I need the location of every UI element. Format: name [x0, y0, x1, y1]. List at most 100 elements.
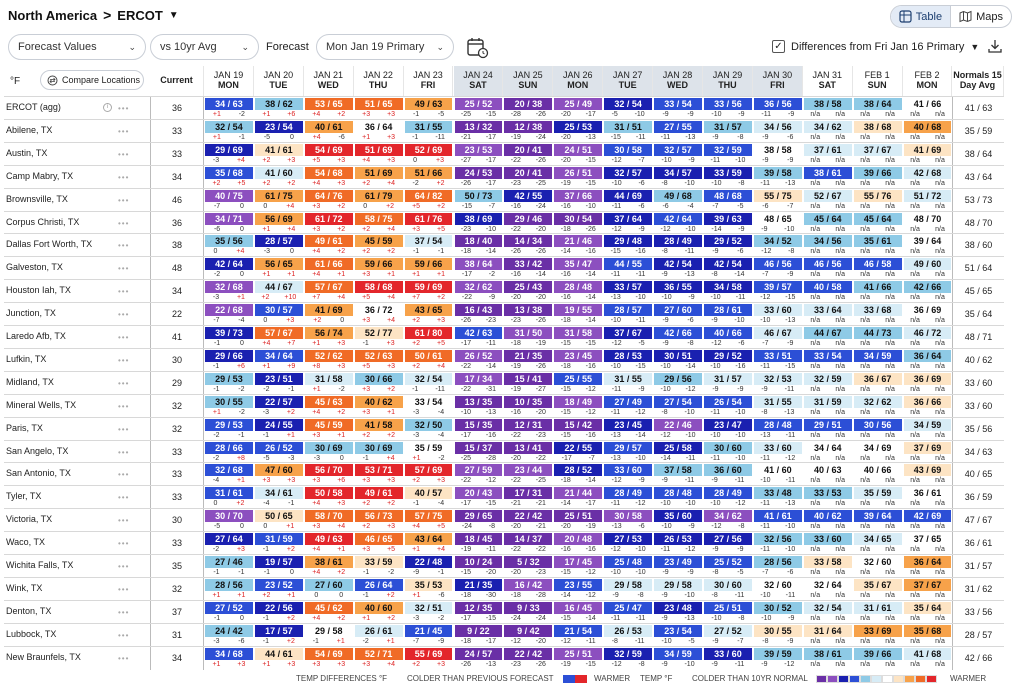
forecast-cell[interactable]: 54 / 69 +3 +3 — [304, 647, 354, 670]
forecast-cell[interactable]: 27 / 60 -9 -6 — [653, 303, 703, 326]
baseline-dropdown[interactable]: vs 10yr Avg ⌄ — [150, 34, 259, 60]
forecast-cell[interactable]: 22 / 57 -3 +2 — [254, 395, 304, 418]
forecast-cell[interactable]: 13 / 35 -10 -13 — [454, 395, 504, 418]
forecast-cell[interactable]: 58 / 68 +5 +4 — [354, 280, 404, 303]
forecast-cell[interactable]: 27 / 59 -22 -12 — [454, 463, 504, 486]
forecast-cell[interactable]: 32 / 50 -3 -4 — [404, 418, 454, 441]
forecast-cell[interactable]: 61 / 66 +4 +1 — [304, 257, 354, 280]
forecast-cell[interactable]: 34 / 59 n/a n/a — [853, 349, 903, 372]
table-row[interactable]: Paris, TX ••• 32 29 / 53 -2 -1 24 / 55 -1 +1 45 /… — [4, 416, 1004, 441]
more-options-icon[interactable]: ••• — [118, 218, 130, 228]
forecast-cell[interactable]: 34 / 59 -9 -10 — [653, 647, 703, 670]
forecast-cell[interactable]: 34 / 65 n/a n/a — [853, 532, 903, 555]
forecast-cell[interactable]: 32 / 51 -3 -2 — [404, 601, 454, 624]
forecast-cell[interactable]: 37 / 54 -1 -1 — [404, 234, 454, 257]
forecast-cell[interactable]: 30 / 58 -13 -6 — [603, 509, 653, 532]
forecast-cell[interactable]: 15 / 42 -15 -16 — [553, 418, 603, 441]
forecast-cell[interactable]: 24 / 51 -20 -15 — [553, 143, 603, 166]
forecast-cell[interactable]: 25 / 51 -19 -15 — [553, 647, 603, 670]
forecast-cell[interactable]: 18 / 49 -15 -12 — [553, 395, 603, 418]
forecast-cell[interactable]: 31 / 57 -9 -9 — [703, 372, 753, 395]
forecast-cell[interactable]: 48 / 70 n/a n/a — [903, 212, 953, 235]
forecast-cell[interactable]: 37 / 65 n/a n/a — [903, 532, 953, 555]
forecast-cell[interactable]: 22 / 42 -20 -21 — [503, 509, 553, 532]
more-options-icon[interactable]: ••• — [118, 470, 130, 480]
forecast-cell[interactable]: 54 / 69 +5 +3 — [304, 143, 354, 166]
table-row[interactable]: Lubbock, TX ••• 31 24 / 42 -3 -6 17 / 57 -1 +2 29… — [4, 622, 1004, 647]
forecast-cell[interactable]: 34 / 56 n/a n/a — [803, 234, 853, 257]
location-name[interactable]: San Angelo, TX — [6, 445, 69, 456]
forecast-cell[interactable]: 26 / 52 -5 -3 — [254, 441, 304, 464]
forecast-cell[interactable]: 33 / 51 -11 -15 — [753, 349, 803, 372]
forecast-cell[interactable]: 37 / 67 -12 -5 — [603, 326, 653, 349]
more-options-icon[interactable]: ••• — [118, 195, 130, 205]
location-name[interactable]: Tyler, TX — [6, 491, 42, 502]
forecast-cell[interactable]: 38 / 64 -17 -2 — [454, 257, 504, 280]
forecast-cell[interactable]: 34 / 69 n/a n/a — [853, 441, 903, 464]
forecast-cell[interactable]: 24 / 53 -26 -17 — [454, 166, 504, 189]
forecast-cell[interactable]: 41 / 66 n/a n/a — [853, 280, 903, 303]
forecast-cell[interactable]: 36 / 61 n/a n/a — [903, 486, 953, 509]
forecast-cell[interactable]: 41 / 69 n/a n/a — [903, 143, 953, 166]
forecast-cell[interactable]: 13 / 41 -20 -22 — [503, 441, 553, 464]
forecast-cell[interactable]: 49 / 61 +4 +2 — [304, 234, 354, 257]
table-row[interactable]: Mineral Wells, TX ••• 32 30 / 55 +1 -2 22 / 57… — [4, 393, 1004, 418]
forecast-cell[interactable]: 38 / 61 n/a n/a — [803, 647, 853, 670]
forecast-cell[interactable]: 64 / 76 +3 +2 — [304, 189, 354, 212]
forecast-cell[interactable]: 24 / 55 -1 +1 — [254, 418, 304, 441]
forecast-cell[interactable]: 33 / 60 n/a n/a — [803, 532, 853, 555]
forecast-cell[interactable]: 40 / 68 n/a n/a — [903, 120, 953, 143]
table-row[interactable]: Denton, TX ••• 37 27 / 52 -1 0 22 / 56 -1 +2 45 /… — [4, 599, 1004, 624]
forecast-cell[interactable]: 25 / 51 -10 -8 — [703, 601, 753, 624]
forecast-cell[interactable]: 29 / 51 n/a n/a — [803, 418, 853, 441]
forecast-cell[interactable]: 40 / 61 +4 -6 — [304, 120, 354, 143]
forecast-cell[interactable]: 23 / 48 -9 -13 — [653, 601, 703, 624]
forecast-cell[interactable]: 53 / 71 +3 +3 — [354, 463, 404, 486]
forecast-cell[interactable]: 37 / 67 n/a n/a — [903, 578, 953, 601]
table-row[interactable]: Austin, TX ••• 33 29 / 69 -3 +4 41 / 61 +2 +3 54 … — [4, 141, 1004, 166]
location-name[interactable]: Abilene, TX — [6, 124, 53, 135]
forecast-cell[interactable]: 23 / 44 -22 -25 — [503, 463, 553, 486]
table-row[interactable]: Brownsville, TX ••• 46 40 / 75 -7 0 61 / 75 0 +4… — [4, 187, 1004, 212]
forecast-cell[interactable]: 28 / 52 -18 -14 — [553, 463, 603, 486]
forecast-cell[interactable]: 52 / 67 n/a n/a — [803, 189, 853, 212]
forecast-cell[interactable]: 31 / 61 n/a n/a — [853, 601, 903, 624]
download-icon[interactable] — [986, 37, 1004, 55]
differences-checkbox[interactable]: ✓ — [772, 40, 785, 53]
forecast-cell[interactable]: 21 / 46 -14 -16 — [553, 234, 603, 257]
more-options-icon[interactable]: ••• — [118, 562, 130, 571]
forecast-cell[interactable]: 33 / 59 -1 -2 — [354, 555, 404, 578]
forecast-cell[interactable]: 30 / 66 +3 +2 — [354, 372, 404, 395]
forecast-cell[interactable]: 35 / 61 n/a n/a — [853, 234, 903, 257]
forecast-cell[interactable]: 44 / 61 +1 +3 — [254, 647, 304, 670]
forecast-cell[interactable]: 45 / 59 +2 +2 — [354, 234, 404, 257]
location-name[interactable]: Dallas Fort Worth, TX — [6, 239, 93, 250]
forecast-cell[interactable]: 16 / 43 -26 -23 — [454, 303, 504, 326]
forecast-cell[interactable]: 29 / 57 -13 -10 — [603, 441, 653, 464]
forecast-cell[interactable]: 20 / 48 -16 -16 — [553, 532, 603, 555]
forecast-cell[interactable]: 40 / 63 n/a n/a — [803, 463, 853, 486]
forecast-cell[interactable]: 47 / 60 +3 +3 — [254, 463, 304, 486]
forecast-cell[interactable]: 30 / 55 -8 -9 — [753, 624, 803, 647]
forecast-cell[interactable]: 56 / 74 +1 +3 — [304, 326, 354, 349]
values-dropdown[interactable]: Forecast Values ⌄ — [8, 34, 146, 60]
forecast-cell[interactable]: 55 / 69 +2 +3 — [404, 647, 454, 670]
more-options-icon[interactable]: ••• — [118, 264, 130, 274]
more-options-icon[interactable]: ••• — [118, 607, 130, 617]
forecast-cell[interactable]: 21 / 54 -12 -11 — [553, 624, 603, 647]
forecast-cell[interactable]: 20 / 43 -17 -15 — [454, 486, 504, 509]
forecast-cell[interactable]: 57 / 69 +2 +3 — [404, 463, 454, 486]
more-options-icon[interactable]: ••• — [118, 447, 130, 457]
forecast-cell[interactable]: 35 / 68 n/a n/a — [903, 624, 953, 647]
location-name[interactable]: Paris, TX — [6, 422, 43, 433]
more-options-icon[interactable]: ••• — [118, 630, 130, 640]
forecast-cell[interactable]: 12 / 35 -17 -15 — [454, 601, 504, 624]
forecast-cell[interactable]: 52 / 63 +5 +3 — [354, 349, 404, 372]
forecast-cell[interactable]: 46 / 56 -7 -9 — [753, 257, 803, 280]
forecast-cell[interactable]: 61 / 75 0 +4 — [254, 189, 304, 212]
location-name[interactable]: Mineral Wells, TX — [6, 399, 77, 410]
table-row[interactable]: ERCOT (agg) i ••• 36 34 / 63 +1 -2 38 / 62 +1 +6 5… — [4, 96, 1004, 120]
forecast-cell[interactable]: 36 / 56 -11 -9 — [753, 97, 803, 120]
forecast-cell[interactable]: 32 / 54 -1 -11 — [404, 372, 454, 395]
forecast-cell[interactable]: 30 / 54 -18 -26 — [553, 212, 603, 235]
